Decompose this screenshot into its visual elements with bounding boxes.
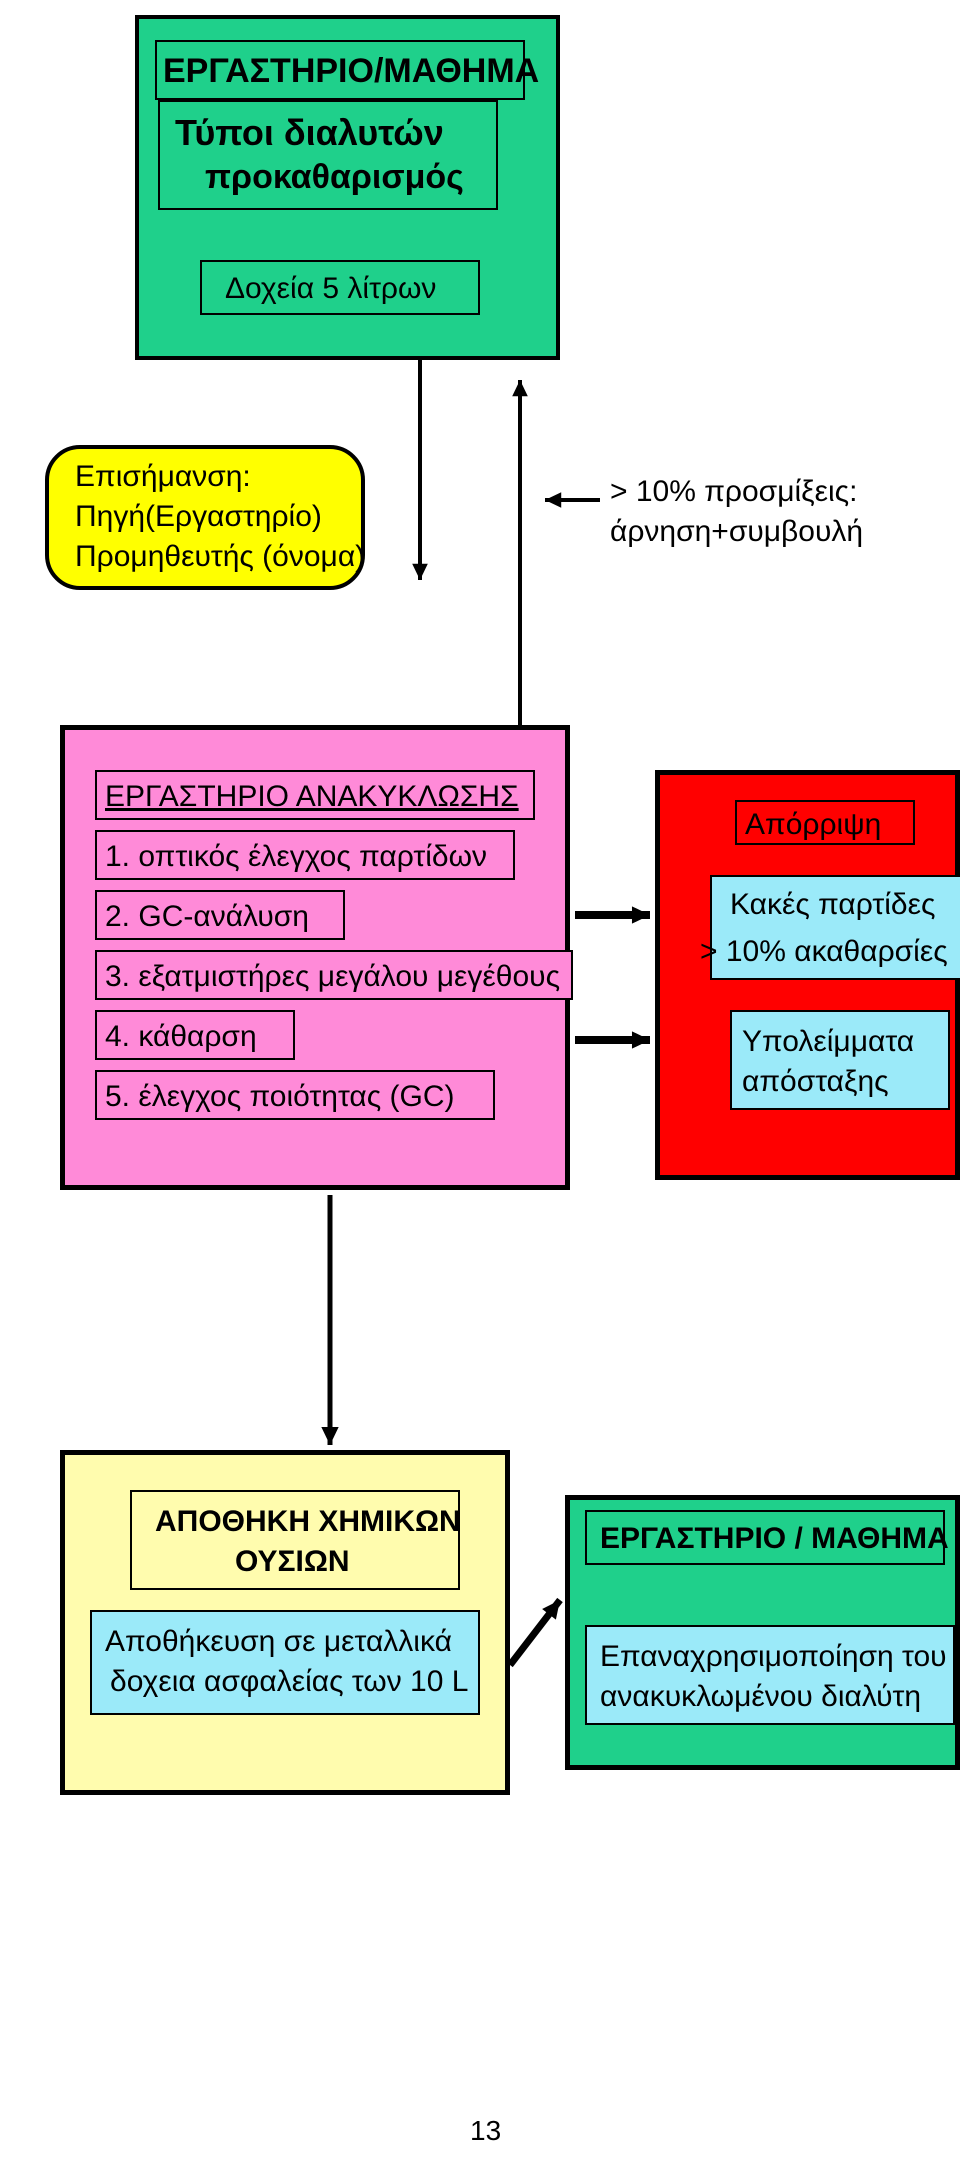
- t-top1: ΕΡΓΑΣΤΗΡΙΟ/ΜΑΘΗΜΑ: [163, 52, 539, 91]
- t-yel2: Πηγή(Εργαστηρίο): [75, 500, 322, 534]
- t-red-title: Απόρριψη: [745, 808, 881, 842]
- arrow-up-1: [490, 350, 550, 755]
- arrow-down-2: [300, 1165, 360, 1475]
- t-pink3: 3. εξατμιστήρες μεγάλου μεγέθους: [105, 960, 560, 994]
- t-admix1: > 10% προσμίξεις:: [610, 475, 857, 509]
- arrow-pink-red-1: [545, 885, 680, 945]
- arrow-btm: [480, 1570, 590, 1695]
- t-store-sub2: δοχεια ασφαλείας των 10 L: [110, 1665, 468, 1699]
- t-top3: Δοχεία 5 λίτρων: [225, 272, 436, 306]
- t-admix2: άρνηση+συμβουλή: [610, 515, 863, 549]
- t-top2b: προκαθαρισμός: [205, 158, 464, 197]
- t-pink2: 2. GC-ανάλυση: [105, 900, 309, 934]
- t-store-title1: ΑΠΟΘΗΚΗ ΧΗΜΙΚΩΝ: [155, 1505, 461, 1539]
- t-red1a: Κακές παρτίδες: [730, 888, 935, 922]
- t-pink5: 5. έλεγχος ποιότητας (GC): [105, 1080, 454, 1114]
- t-red2a: Υπολείμματα: [742, 1025, 914, 1059]
- t-pink4: 4. κάθαρση: [105, 1020, 257, 1054]
- t-pink1: 1. οπτικός έλεγχος παρτίδων: [105, 840, 487, 874]
- t-bg-sub1: Επαναχρησιμοποίηση του: [600, 1640, 947, 1674]
- diagram-canvas: ΕΡΓΑΣΤΗΡΙΟ/ΜΑΘΗΜΑ Τύποι διαλυτών προκαθαρι…: [0, 0, 960, 2166]
- t-red1b: > 10% ακαθαρσίες: [700, 935, 948, 969]
- t-bg-sub2: ανακυκλωμένου διαλύτη: [600, 1680, 921, 1714]
- arrow-pink-red-2: [545, 1010, 680, 1070]
- page-number: 13: [470, 2115, 501, 2147]
- t-bg-title: ΕΡΓΑΣΤΗΡΙΟ / ΜΑΘΗΜΑ: [600, 1522, 949, 1556]
- t-red2b: απόσταξης: [742, 1065, 889, 1099]
- t-store-sub1: Αποθήκευση σε μεταλλικά: [105, 1625, 452, 1659]
- t-top2a: Τύποι διαλυτών: [175, 112, 444, 154]
- t-yel1: Επισήμανση:: [75, 460, 251, 494]
- t-store-title2: ΟΥΣΙΩΝ: [235, 1545, 350, 1579]
- t-yel3: Προμηθευτής (όνομα): [75, 540, 365, 574]
- arrow-down-1: [390, 330, 450, 610]
- t-pink-title: ΕΡΓΑΣΤΗΡΙΟ ΑΝΑΚΥΚΛΩΣΗΣ: [105, 780, 519, 814]
